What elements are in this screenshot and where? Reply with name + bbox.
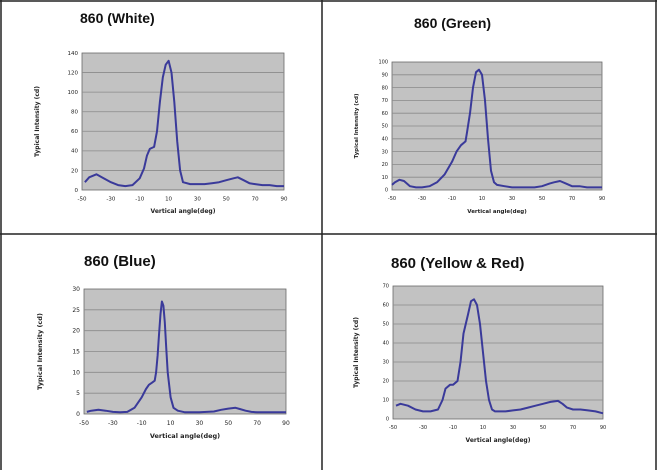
y-tick-label: 60 (382, 111, 388, 117)
title-green: 860 (Green) (414, 15, 492, 31)
x-tick-label: -50 (78, 197, 87, 203)
title-blue: 860 (Blue) (84, 253, 156, 270)
y-tick-label: 70 (382, 98, 388, 104)
x-tick-label: 90 (599, 196, 605, 202)
title-white: 860 (White) (80, 10, 155, 26)
y-tick-label: 40 (383, 341, 389, 347)
y-tick-label: 30 (382, 149, 388, 155)
y-tick-label: 5 (76, 390, 80, 397)
title-yellow-red: 860 (Yellow & Red) (391, 255, 525, 272)
x-tick-label: 10 (479, 196, 485, 202)
x-tick-label: -50 (388, 196, 396, 202)
x-tick-label: 30 (510, 425, 516, 431)
x-tick-label: -30 (106, 197, 115, 203)
y-tick-label: 20 (382, 162, 388, 168)
x-tick-label: 70 (569, 196, 575, 202)
x-tick-label: -30 (108, 420, 118, 427)
x-tick-label: -30 (418, 196, 426, 202)
x-tick-label: 50 (223, 197, 230, 203)
y-tick-label: 140 (68, 51, 79, 57)
plot-area (81, 52, 285, 191)
intensity-curve (391, 68, 602, 189)
x-tick-label: -30 (419, 425, 427, 431)
x-axis-label: Vertical angle(deg) (467, 209, 527, 215)
x-tick-label: 90 (600, 425, 606, 431)
x-tick-label: 50 (539, 196, 545, 202)
x-tick-label: -10 (449, 425, 457, 431)
x-tick-label: 50 (540, 425, 546, 431)
y-tick-label: 10 (382, 175, 388, 181)
y-tick-label: 50 (383, 322, 389, 328)
intensity-curve (86, 300, 286, 414)
y-tick-label: 0 (385, 188, 388, 194)
x-tick-label: 90 (282, 420, 290, 427)
x-tick-label: 70 (253, 420, 261, 427)
y-tick-label: 60 (383, 303, 389, 309)
x-tick-label: 10 (167, 420, 175, 427)
y-tick-label: 80 (71, 110, 78, 116)
y-tick-label: 10 (72, 369, 80, 376)
y-tick-label: 120 (68, 70, 79, 76)
y-tick-label: 10 (383, 398, 389, 404)
x-tick-label: -10 (135, 197, 144, 203)
y-axis-label: Typical Intensity (cd) (34, 86, 41, 157)
y-tick-label: 40 (71, 149, 78, 155)
x-tick-label: 30 (194, 197, 201, 203)
y-tick-label: 50 (382, 124, 388, 130)
x-tick-label: 10 (480, 425, 486, 431)
y-tick-label: 100 (68, 90, 79, 96)
x-axis-label: Vertical angle(deg) (466, 437, 531, 444)
x-tick-label: -50 (389, 425, 397, 431)
intensity-curve (395, 298, 604, 415)
y-tick-label: 20 (383, 379, 389, 385)
y-tick-label: 25 (72, 307, 80, 314)
y-tick-label: 15 (72, 349, 80, 356)
x-tick-label: -50 (79, 420, 89, 427)
x-tick-label: -10 (448, 196, 456, 202)
y-tick-label: 20 (71, 168, 78, 174)
y-axis-label: Typical Intensity (cd) (36, 313, 44, 390)
y-tick-label: 0 (76, 411, 80, 418)
y-axis-label: Typical Intensity (cd) (354, 93, 360, 159)
y-tick-label: 30 (383, 360, 389, 366)
y-tick-label: 60 (71, 129, 78, 135)
y-tick-label: 20 (72, 328, 80, 335)
x-tick-label: -10 (137, 420, 147, 427)
x-tick-label: 50 (224, 420, 232, 427)
y-tick-label: 100 (378, 60, 388, 66)
y-tick-label: 30 (72, 286, 80, 293)
x-tick-label: 30 (196, 420, 204, 427)
x-tick-label: 70 (252, 197, 259, 203)
x-tick-label: 70 (570, 425, 576, 431)
x-axis-label: Vertical angle(deg) (151, 208, 216, 215)
x-tick-label: 30 (509, 196, 515, 202)
y-tick-label: 80 (382, 85, 388, 91)
y-tick-label: 40 (382, 136, 388, 142)
x-tick-label: 10 (165, 197, 172, 203)
x-tick-label: 90 (281, 197, 288, 203)
plot-area (392, 285, 604, 420)
y-axis-label: Typical Intensity (cd) (353, 317, 360, 388)
x-axis-label: Vertical angle(deg) (150, 432, 220, 440)
y-tick-label: 0 (75, 188, 79, 194)
y-tick-label: 90 (382, 72, 388, 78)
intensity-curve (84, 59, 284, 188)
y-tick-label: 70 (383, 284, 389, 290)
y-tick-label: 0 (386, 417, 389, 423)
